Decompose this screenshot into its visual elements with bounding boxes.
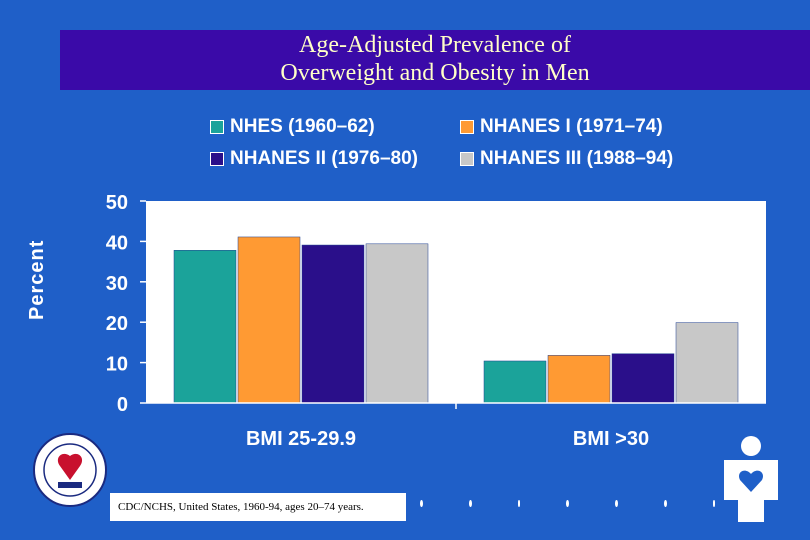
data-label: 41.1 (252, 206, 285, 225)
bar (237, 236, 301, 404)
legend-item-nhanes-3: NHANES III (1988–94) (460, 148, 673, 170)
data-label: 37.8 (188, 223, 221, 242)
data-label: 39.1 (316, 218, 349, 237)
bar (483, 360, 547, 404)
legend-item-nhanes-2: NHANES II (1976–80) (210, 148, 418, 170)
bar (301, 244, 365, 404)
legend-swatch (460, 152, 474, 166)
chart-title: Age-Adjusted Prevalence of Overweight an… (60, 31, 810, 87)
y-tick-label: 20 (106, 313, 128, 335)
dot (468, 500, 472, 507)
y-tick-label: 0 (117, 394, 128, 416)
data-label: 39.4 (380, 213, 414, 232)
legend-label: NHES (1960–62) (230, 116, 375, 137)
title-line-1: Age-Adjusted Prevalence of (299, 32, 571, 58)
dot (712, 500, 716, 507)
data-label: 11.8 (563, 324, 595, 343)
source-footnote: CDC/NCHS, United States, 1960-94, ages 2… (110, 493, 406, 521)
data-label: 12.2 (626, 327, 659, 346)
legend-swatch (460, 120, 474, 134)
legend-item-nhanes-1: NHANES I (1971–74) (460, 116, 663, 138)
y-tick-label: 30 (106, 273, 128, 295)
x-tick-label: BMI >30 (573, 428, 649, 450)
heart-person-logo (718, 434, 784, 524)
bar (173, 250, 237, 404)
dot (517, 500, 521, 507)
legend: NHES (1960–62) NHANES I (1971–74) NHANES… (210, 116, 710, 176)
legend-swatch (210, 120, 224, 134)
dot (420, 500, 423, 507)
nhlbi-seal-logo (32, 432, 108, 508)
legend-swatch (210, 152, 224, 166)
y-tick-label: 50 (106, 192, 128, 214)
title-line-2: Overweight and Obesity in Men (280, 60, 590, 86)
y-tick-label: 10 (106, 354, 128, 376)
dot (663, 500, 667, 507)
data-label: 19.9 (690, 292, 723, 311)
bar (365, 243, 429, 404)
title-band (60, 30, 810, 90)
x-tick-label: BMI 25-29.9 (246, 428, 356, 450)
dot (566, 500, 569, 507)
legend-label: NHANES II (1976–80) (230, 148, 418, 169)
bar (611, 353, 675, 404)
bar (675, 322, 739, 404)
legend-label: NHANES III (1988–94) (480, 148, 674, 169)
y-tick-label: 40 (106, 232, 128, 254)
legend-item-nhes: NHES (1960–62) (210, 116, 375, 138)
legend-label: NHANES I (1971–74) (480, 116, 663, 137)
bar (547, 355, 611, 404)
dot (615, 500, 618, 507)
data-label: 10.4 (498, 334, 532, 353)
